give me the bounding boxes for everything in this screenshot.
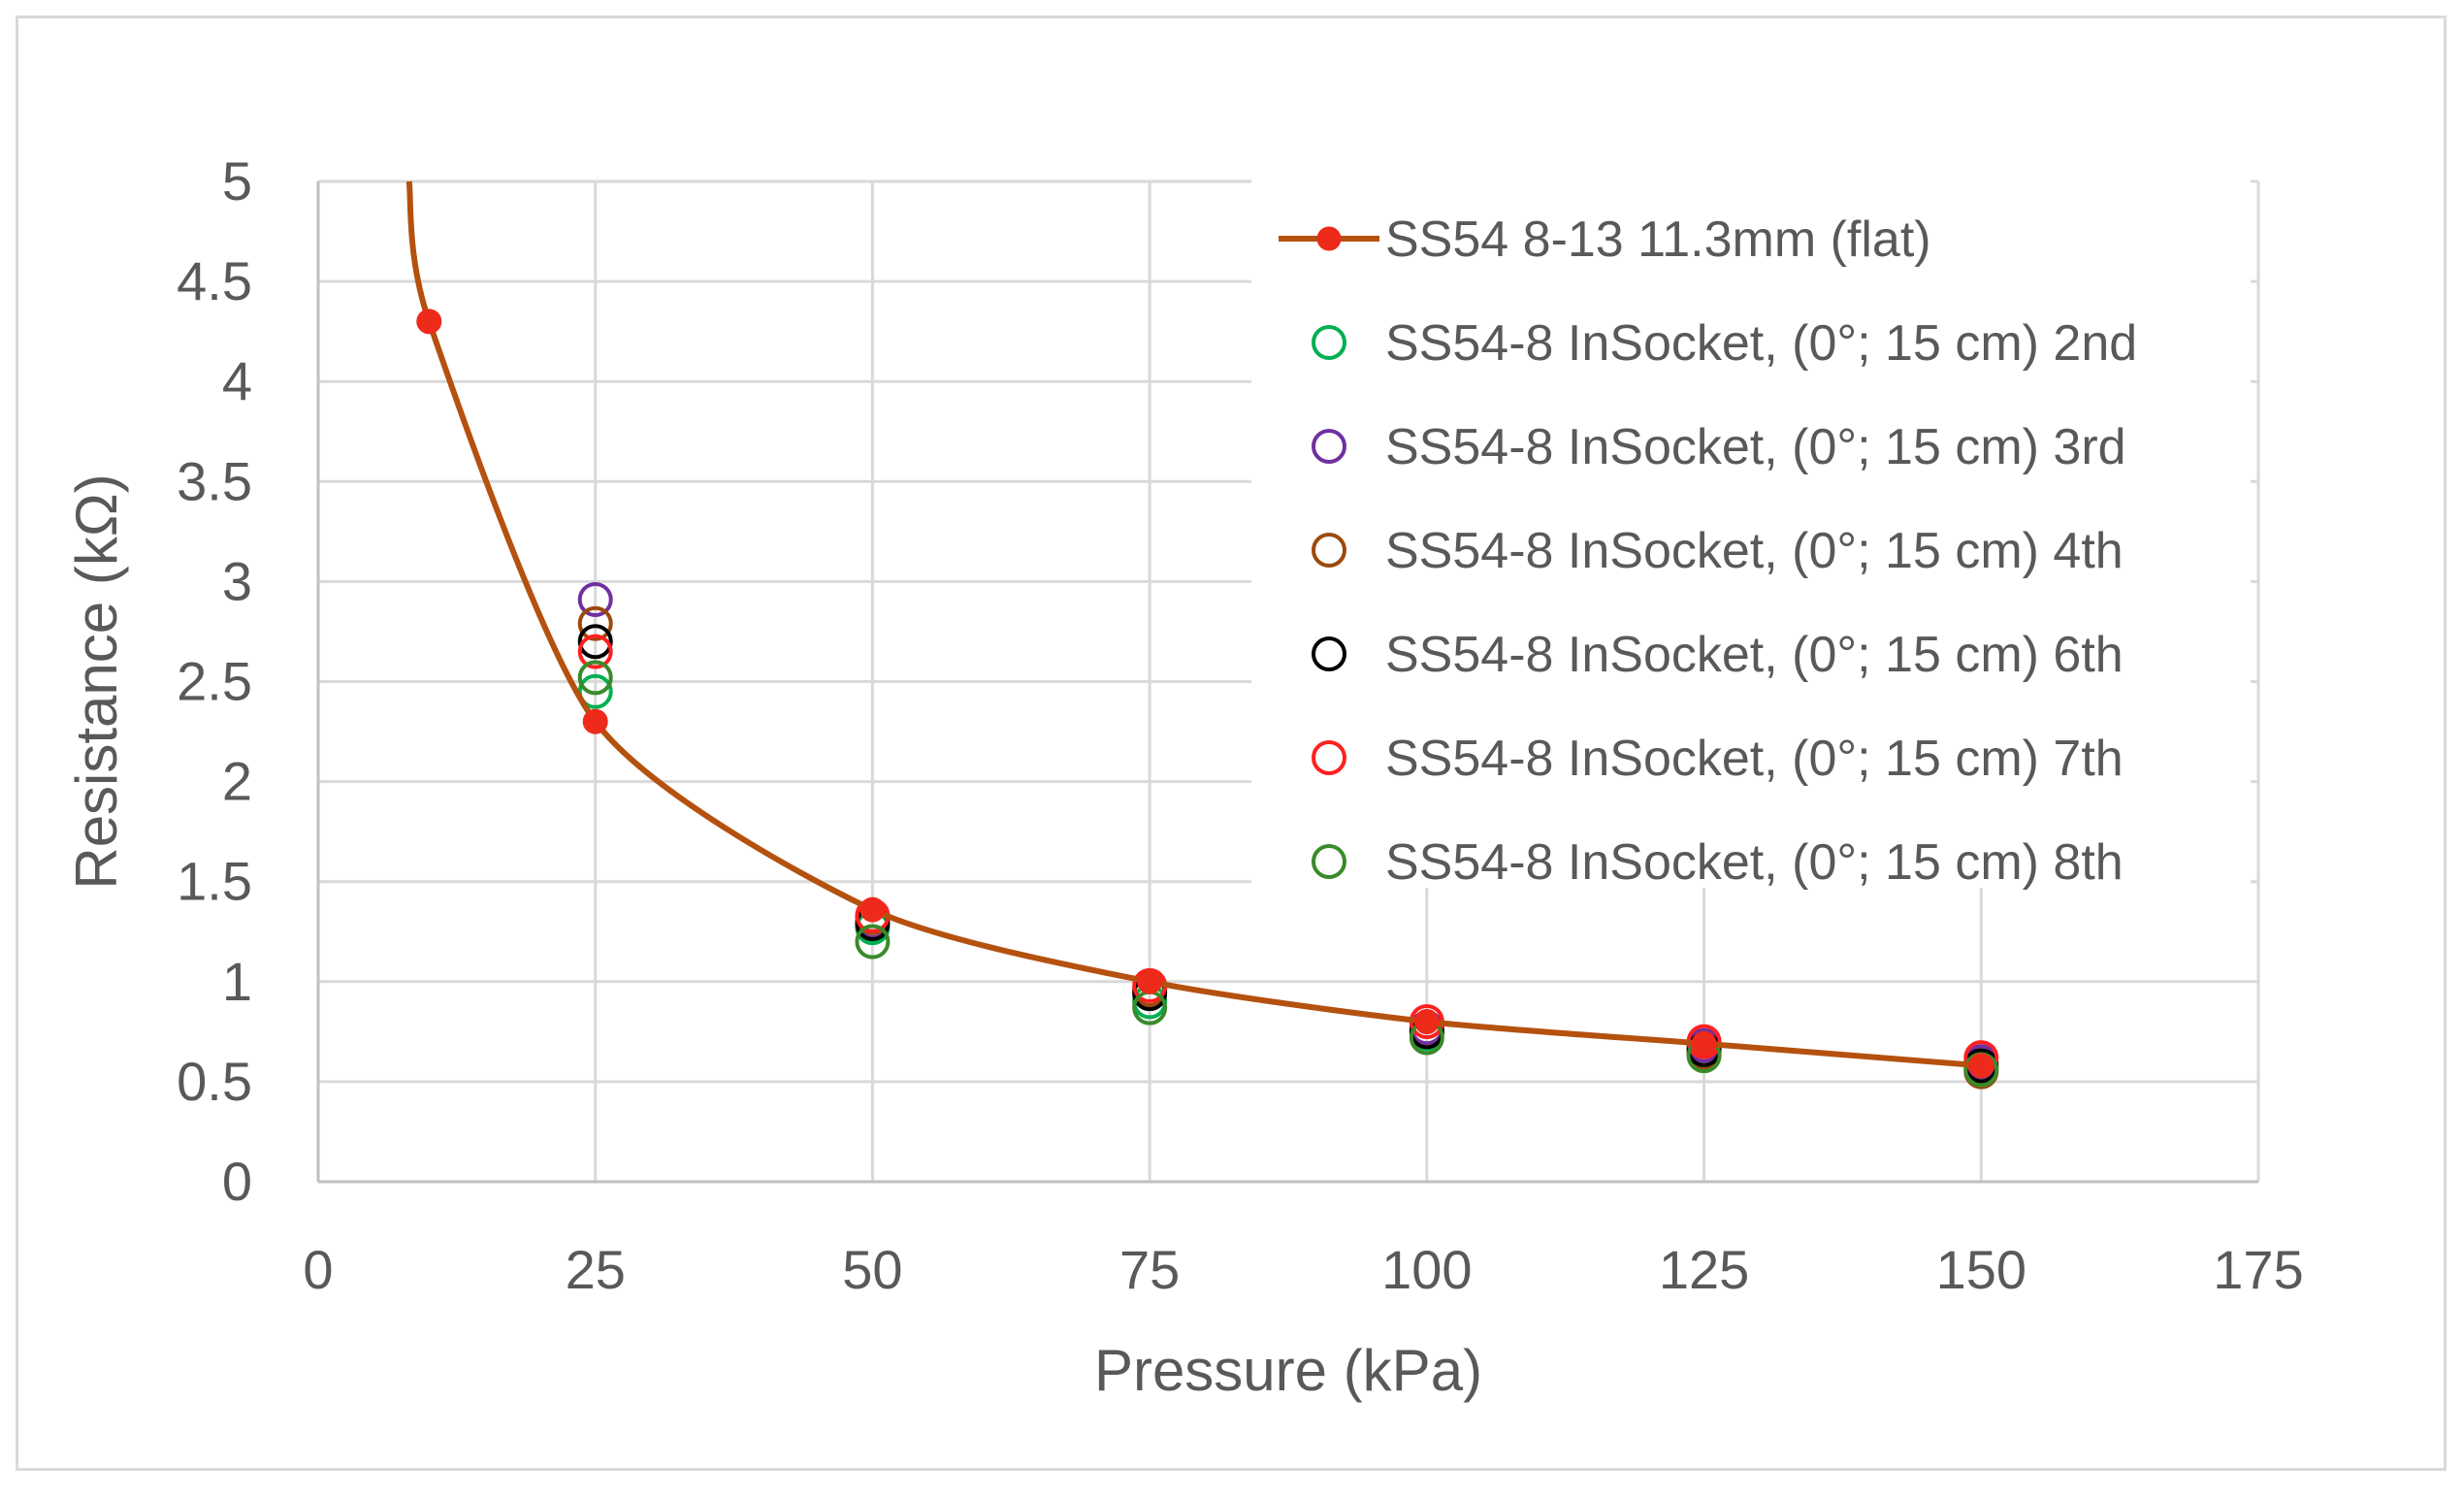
data-point (582, 708, 608, 734)
x-tick-label: 50 (842, 1239, 902, 1300)
legend-marker (1312, 429, 1346, 464)
legend-item: SS54-8 InSocket, (0°; 15 cm) 7th (1312, 731, 2124, 787)
legend-marker (1312, 325, 1346, 360)
data-point (1413, 1009, 1440, 1035)
data-point (577, 673, 613, 709)
legend-label: SS54-8 InSocket, (0°; 15 cm) 8th (1385, 834, 2124, 891)
x-axis-title: Pressure (kPa) (1094, 1338, 1482, 1403)
legend-marker (1312, 844, 1346, 879)
x-tick-label: 175 (2213, 1239, 2303, 1300)
y-tick-label: 0 (222, 1151, 252, 1212)
tick-labels: 0 25 50 75 100 125 150 175 0 0.5 1 1.5 2 2.5 3 3.5 4 4.5 5 (177, 150, 2304, 1300)
legend-background (1251, 179, 2251, 888)
y-tick-label: 4.5 (177, 250, 252, 311)
x-tick-label: 125 (1659, 1239, 1749, 1300)
y-tick-label: 1 (222, 951, 252, 1012)
legend-item: SS54-8 InSocket, (0°; 15 cm) 4th (1312, 523, 2124, 579)
data-point (1691, 1030, 1717, 1057)
y-tick-label: 0.5 (177, 1051, 252, 1112)
legend-label: SS54 8-13 11.3mm (flat) (1385, 212, 1931, 268)
x-tick-label: 150 (1936, 1239, 2026, 1300)
legend-label: SS54-8 InSocket, (0°; 15 cm) 2nd (1385, 315, 2137, 372)
legend: SS54 8-13 11.3mm (flat) SS54-8 InSocket, … (1251, 179, 2251, 891)
axes (316, 181, 2258, 1184)
legend-item: SS54-8 InSocket, (0°; 15 cm) 8th (1312, 834, 2124, 891)
x-tick-label: 25 (566, 1239, 626, 1300)
legend-label: SS54-8 InSocket, (0°; 15 cm) 3rd (1385, 419, 2126, 475)
legend-label: SS54-8 InSocket, (0°; 15 cm) 7th (1385, 731, 2124, 787)
legend-marker (1316, 226, 1342, 251)
x-tick-label: 0 (303, 1239, 333, 1300)
legend-marker (1312, 636, 1346, 671)
x-tick-label: 100 (1381, 1239, 1472, 1300)
data-point (577, 634, 613, 669)
x-tick-label: 75 (1119, 1239, 1180, 1300)
data-point (577, 624, 613, 660)
y-tick-label: 5 (222, 150, 252, 212)
legend-label: SS54-8 InSocket, (0°; 15 cm) 4th (1385, 523, 2124, 579)
data-point (1968, 1053, 1994, 1079)
series-line (405, 180, 1982, 1069)
data-point (577, 660, 613, 696)
y-tick-label: 3.5 (177, 450, 252, 511)
data-point (859, 896, 886, 923)
series-flat-line (405, 180, 1994, 1079)
legend-marker (1312, 533, 1346, 568)
data-point (577, 581, 613, 617)
y-tick-label: 2.5 (177, 651, 252, 712)
legend-item: SS54-8 InSocket, (0°; 15 cm) 3rd (1312, 419, 2126, 475)
y-axis-title: Resistance (kΩ) (64, 473, 129, 889)
y-tick-label: 4 (222, 350, 252, 411)
legend-item: SS54 8-13 11.3mm (flat) (1279, 212, 1931, 268)
data-point (577, 605, 613, 641)
data-point (855, 924, 891, 960)
legend-item: SS54-8 InSocket, (0°; 15 cm) 2nd (1312, 315, 2137, 372)
y-tick-label: 1.5 (177, 851, 252, 912)
data-series (405, 180, 1999, 1090)
legend-label: SS54-8 InSocket, (0°; 15 cm) 6th (1385, 627, 2124, 683)
data-point (416, 309, 442, 335)
legend-item: SS54-8 InSocket, (0°; 15 cm) 6th (1312, 627, 2124, 683)
y-tick-label: 2 (222, 751, 252, 812)
data-point (1137, 968, 1163, 994)
legend-marker (1312, 740, 1346, 775)
y-tick-label: 3 (222, 550, 252, 611)
